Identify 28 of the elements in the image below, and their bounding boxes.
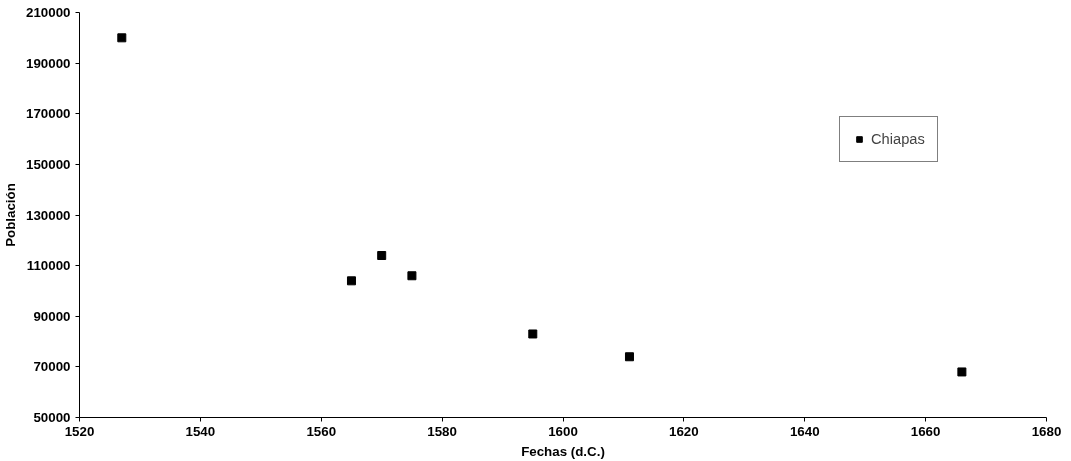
point (117, 33, 127, 43)
x-tick-label: 1620 (669, 423, 699, 439)
x-tick-label: 1600 (548, 423, 578, 439)
x-tick-label: 1560 (306, 423, 337, 439)
y-tick-label: 210000 (26, 5, 71, 20)
y-tick-label: 190000 (26, 55, 71, 71)
point (624, 352, 634, 362)
x-tick-label: 1540 (185, 423, 216, 439)
x-tick-label: 1580 (427, 423, 457, 439)
y-tick-label: 90000 (33, 308, 71, 324)
point (957, 367, 967, 377)
y-axis-title: Población (3, 183, 19, 247)
point (528, 329, 538, 339)
point (377, 251, 387, 260)
x-tick-label: 1680 (1031, 423, 1062, 439)
point (346, 276, 356, 286)
x-tick-label: 1640 (789, 423, 820, 439)
y-tick-label: 50000 (33, 410, 71, 425)
y-tick-label: 130000 (26, 207, 71, 223)
x-tick-label: 1520 (64, 423, 95, 439)
legend-label: Chiapas (871, 131, 925, 147)
point (407, 271, 417, 281)
y-tick-label: 150000 (26, 156, 71, 172)
y-tick-label: 110000 (26, 258, 71, 274)
x-axis-title: Fechas (d.C.) (521, 443, 605, 459)
y-tick-label: 70000 (33, 359, 71, 375)
x-tick-label: 1660 (910, 423, 941, 439)
y-tick-label: 170000 (26, 106, 71, 122)
